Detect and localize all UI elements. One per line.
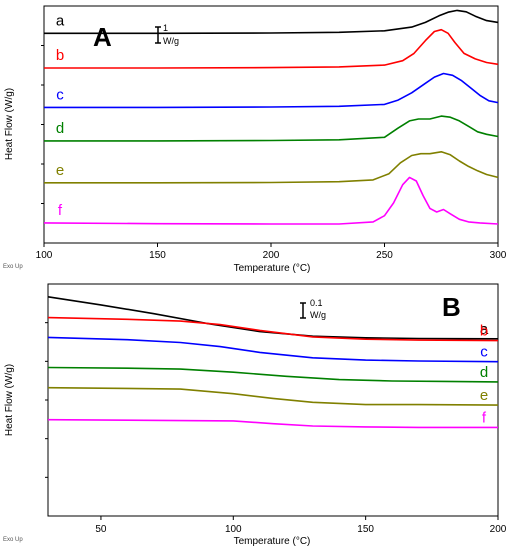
series-label-f: f <box>58 202 63 219</box>
series-label-c: c <box>56 86 64 103</box>
series-label-a: a <box>480 321 489 338</box>
series-line-b <box>44 28 499 69</box>
series-label-e: e <box>56 162 64 179</box>
scale-bar-value: 1 <box>163 23 168 33</box>
x-tick-label: 150 <box>357 524 374 535</box>
series-label-c: c <box>480 344 488 361</box>
series-line-f <box>43 176 499 225</box>
series-line-a <box>47 296 499 340</box>
chart-panel-b: 50 100 150 200 Temperature (°C) Heat Flow (W/… <box>3 283 507 547</box>
x-tick-label: 100 <box>36 250 53 261</box>
series-label-b: b <box>56 47 64 64</box>
scale-bar-unit: W/g <box>163 36 179 46</box>
series-line-e <box>47 386 499 406</box>
series-line-a <box>44 9 499 35</box>
series-label-d: d <box>480 364 488 381</box>
series-label-d: d <box>56 120 64 137</box>
series-line-c <box>47 336 499 363</box>
series-line-b <box>47 316 499 342</box>
series-label-b: b <box>480 323 488 340</box>
series-line-d <box>47 366 499 383</box>
y-axis-label: Heat Flow (W/g) <box>4 88 15 160</box>
x-tick-label: 200 <box>263 250 280 261</box>
series-label-a: a <box>56 12 65 29</box>
x-axis-label: Temperature (°C) <box>234 263 311 274</box>
x-tick-label: 250 <box>376 250 393 261</box>
series-label-e: e <box>480 387 488 404</box>
scale-bar-unit: W/g <box>310 310 326 320</box>
x-tick-label: 50 <box>95 524 107 535</box>
series-line-d <box>44 115 499 142</box>
exo-up-note: Exo Up <box>3 537 23 543</box>
x-tick-label: 200 <box>490 524 507 535</box>
series-line-c <box>44 72 499 109</box>
x-tick-label: 150 <box>149 250 166 261</box>
series-label-f: f <box>482 409 487 426</box>
x-tick-label: 300 <box>490 250 507 261</box>
series-line-e <box>44 151 499 184</box>
y-axis-label: Heat Flow (W/g) <box>4 364 15 436</box>
exo-up-note: Exo Up <box>3 264 23 270</box>
series-line-f <box>47 418 498 429</box>
x-tick-label: 100 <box>225 524 242 535</box>
panel-label: A <box>93 22 112 52</box>
scale-bar-value: 0.1 <box>310 298 323 308</box>
panel-label: B <box>442 292 461 322</box>
chart-panel-a: 100 150 200 250 300 Temperature (°C) Heat Flow… <box>3 5 507 274</box>
x-axis-label: Temperature (°C) <box>234 536 311 547</box>
